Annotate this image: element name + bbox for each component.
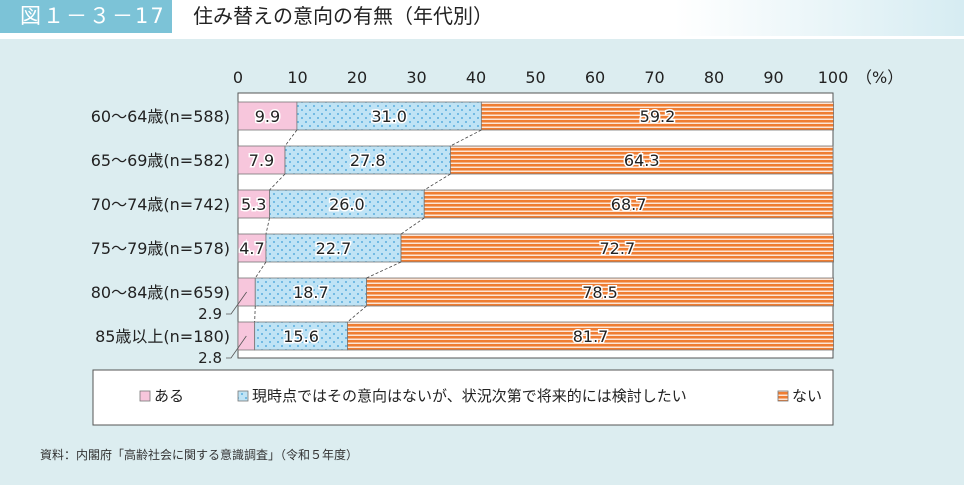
- legend-swatch: [777, 390, 789, 402]
- source-note: 資料：内閣府「高齢社会に関する意識調査」（令和５年度）: [40, 448, 359, 462]
- legend-label: 現時点ではその意向はないが、状況次第で将来的には検討したい: [252, 387, 687, 405]
- category-label: 70～74歳(n=742): [91, 195, 230, 214]
- category-label: 60～64歳(n=588): [91, 107, 230, 126]
- data-label: 9.9: [255, 107, 280, 126]
- plot-area: [237, 92, 834, 359]
- bar-segment: [347, 321, 834, 351]
- x-tick-label: 20: [347, 68, 367, 87]
- data-label: 31.0: [371, 107, 407, 126]
- data-label: 81.7: [573, 327, 609, 346]
- data-label: 78.5: [582, 283, 618, 302]
- connector-line: [366, 261, 402, 279]
- bar-segment: [254, 321, 348, 351]
- connector-line: [284, 129, 298, 147]
- bar-segment: [269, 189, 425, 219]
- data-label: 15.6: [283, 327, 319, 346]
- x-tick-label: 100: [818, 68, 849, 87]
- data-label: 18.7: [293, 283, 329, 302]
- leader-line: [226, 335, 247, 359]
- x-tick-label: 10: [287, 68, 307, 87]
- connector-line: [269, 173, 286, 191]
- bar-segment: [450, 145, 834, 175]
- data-label: 59.2: [640, 107, 676, 126]
- connector-line: [424, 173, 451, 191]
- bar-segment: [237, 101, 298, 131]
- figure-number: 図１－３－17: [0, 0, 172, 33]
- bar-segment: [366, 277, 834, 307]
- data-label: 2.9: [198, 305, 222, 323]
- bar-segment: [237, 145, 286, 175]
- connector-line: [450, 129, 482, 147]
- data-label: 22.7: [316, 239, 352, 258]
- data-label: 2.8: [198, 349, 222, 367]
- connector-line: [254, 261, 267, 279]
- data-label: 7.9: [249, 151, 274, 170]
- data-label: 27.8: [350, 151, 386, 170]
- header: 図１－３－17 住み替えの意向の有無（年代別）: [0, 0, 964, 36]
- category-label: 65～69歳(n=582): [91, 151, 230, 170]
- bar-segment: [423, 189, 834, 219]
- x-tick-label: 80: [704, 68, 724, 87]
- connector-line: [347, 305, 367, 323]
- connector-line: [254, 305, 256, 323]
- x-tick-label: 70: [644, 68, 664, 87]
- x-tick-label: 90: [763, 68, 783, 87]
- legend-label: ない: [792, 387, 822, 405]
- category-label: 80～84歳(n=659): [91, 283, 230, 302]
- bar-segment: [237, 189, 270, 219]
- data-label: 5.3: [241, 195, 266, 214]
- bar-segment: [480, 101, 834, 131]
- bar-segment: [265, 233, 402, 263]
- category-label: 75～79歳(n=578): [91, 239, 230, 258]
- legend-label: ある: [154, 387, 184, 405]
- legend-box: [92, 369, 834, 426]
- legend-swatch: [139, 390, 151, 402]
- x-tick-label: 0: [233, 68, 243, 87]
- data-label: 4.7: [239, 239, 264, 258]
- data-label: 26.0: [329, 195, 365, 214]
- legend-swatch: [237, 390, 249, 402]
- x-unit-label: （%）: [856, 68, 903, 87]
- x-tick-label: 50: [525, 68, 545, 87]
- connector-line: [265, 217, 270, 235]
- x-tick-label: 30: [406, 68, 426, 87]
- data-label: 72.7: [600, 239, 636, 258]
- x-tick-label: 60: [585, 68, 605, 87]
- category-label: 85歳以上(n=180): [95, 327, 230, 346]
- bar-segment: [400, 233, 834, 263]
- chart-title: 住み替えの意向の有無（年代別）: [193, 4, 493, 28]
- data-label: 64.3: [624, 151, 660, 170]
- leader-line: [226, 291, 247, 315]
- x-tick-label: 40: [466, 68, 486, 87]
- data-label: 68.7: [611, 195, 647, 214]
- bar-segment: [284, 145, 451, 175]
